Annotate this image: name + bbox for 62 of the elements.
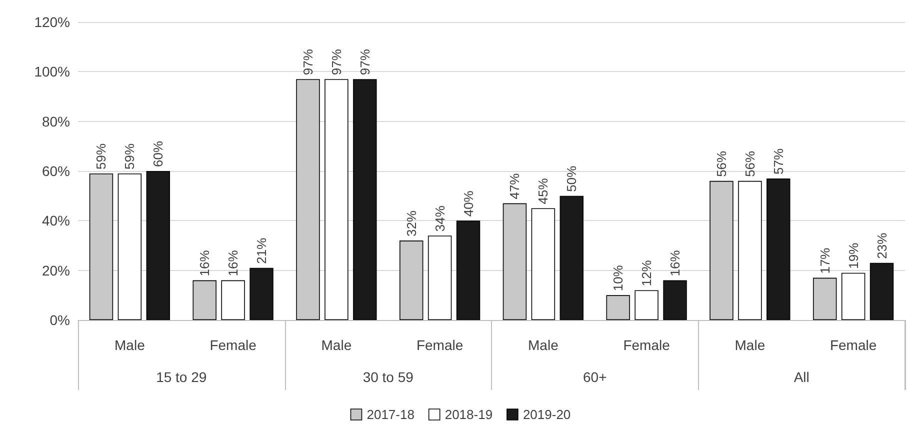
data-label: 16% [226,250,241,276]
bar [146,171,170,320]
data-label: 50% [564,165,580,192]
x-tick-label: Male [114,337,146,353]
bar [841,272,866,320]
data-label: 16% [197,250,212,276]
bar [663,280,687,320]
bar [324,79,348,320]
data-label: 23% [874,232,890,259]
y-tick-label: 80% [42,113,70,130]
data-label: 10% [610,264,626,292]
x-tick-label: Female [416,337,464,353]
x-tick-label: Female [830,337,877,353]
x-tick-label: Male [321,337,352,353]
bar [870,262,894,320]
y-tick-label: 100% [34,64,70,80]
y-tick-label: 20% [42,262,70,278]
data-label: 19% [846,242,861,269]
bar [250,268,274,320]
bar [766,178,790,320]
y-tick-label: 60% [42,163,70,179]
data-label: 97% [357,48,372,76]
data-label: 60% [150,140,166,167]
data-label: 40% [460,190,476,217]
data-label: 12% [639,260,654,286]
data-label: 57% [770,148,786,174]
data-label: 45% [536,178,551,204]
text: 15 to 29 [156,369,207,385]
bar [560,196,584,320]
data-label: 47% [507,172,522,200]
x-tick-label: Female [623,337,670,353]
data-label: 59% [122,143,138,170]
data-label: 56% [714,150,729,177]
x-tick-label: Male [734,337,766,353]
text: All [794,369,810,385]
bar [221,280,245,320]
legend-label: 2019-20 [522,407,571,422]
bar [634,290,658,320]
y-tick-label: 40% [42,212,70,229]
bar [118,173,142,320]
legend-label: 2018-19 [444,407,493,422]
data-label: 97% [328,48,344,76]
bar [738,180,762,320]
data-label: 97% [300,48,316,76]
data-label: 17% [817,247,832,274]
y-tick-label: 0% [50,312,70,328]
text: 30 to 59 [362,369,414,385]
data-label: 59% [94,143,109,170]
data-label: 34% [432,205,448,232]
bar [531,208,556,320]
y-tick-label: 120% [34,14,70,30]
data-label: 56% [742,150,758,177]
bar [456,220,480,320]
bar [428,236,452,320]
x-tick-label: Male [528,337,559,353]
data-label: 32% [404,210,419,237]
legend-label: 2017-18 [366,407,414,422]
bar [353,79,377,320]
x-tick-label: Female [210,337,257,353]
data-label: 21% [254,237,270,264]
text: 60+ [583,369,607,385]
data-label: 16% [668,250,683,276]
